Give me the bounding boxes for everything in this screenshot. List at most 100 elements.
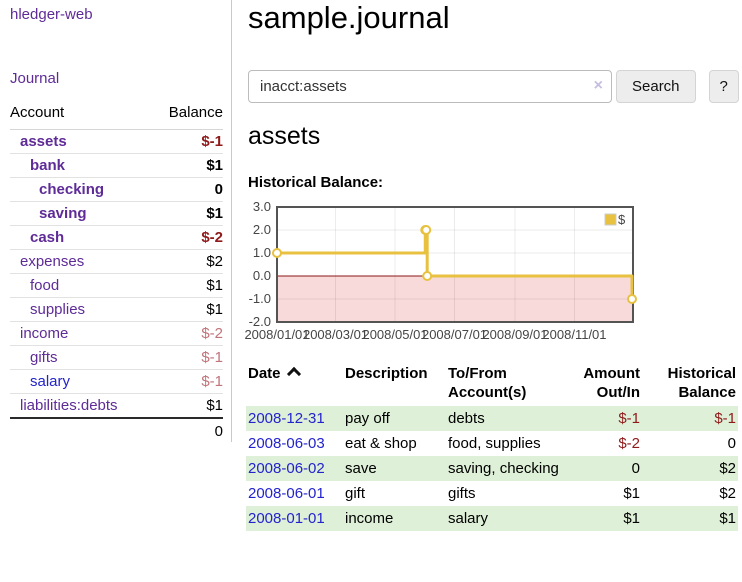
account-link[interactable]: liabilities:debts	[20, 397, 118, 414]
register-description: pay off	[345, 410, 390, 427]
svg-text:2008/01/01: 2008/01/01	[244, 327, 309, 342]
help-button[interactable]: ?	[708, 70, 739, 103]
account-balance: $1	[151, 297, 223, 322]
account-link[interactable]: food	[30, 277, 60, 294]
account-link[interactable]: salary	[30, 373, 71, 390]
register-header-amount: Amount Out/In	[583, 365, 640, 401]
chart-svg: 3.0 2.0 1.0 0.0 -1.0 -2.02008/01/012008/03/01…	[244, 199, 637, 342]
account-row: expenses $2	[10, 249, 223, 274]
register-header-date[interactable]: Date	[246, 358, 343, 406]
svg-text:$: $	[618, 212, 626, 227]
svg-text:2008/07/01: 2008/07/01	[422, 327, 487, 342]
search-form: × Search ?	[248, 70, 739, 103]
register-amount: $-1	[618, 410, 640, 427]
account-link[interactable]: checking	[39, 181, 105, 198]
account-link[interactable]: income	[20, 325, 69, 342]
register-header-row: Date Description To/From Account(s) Amoun…	[246, 358, 738, 406]
register-row: 2008-06-03 eat & shop food, supplies $-2…	[246, 431, 738, 456]
register-date-link[interactable]: 2008-01-01	[248, 510, 325, 527]
register-date-link[interactable]: 2008-06-01	[248, 485, 325, 502]
account-link[interactable]: supplies	[30, 301, 86, 318]
svg-text:-2.0: -2.0	[249, 314, 271, 329]
register-accounts: food, supplies	[448, 435, 541, 452]
account-heading: assets	[248, 122, 321, 150]
chart-title: Historical Balance:	[248, 174, 384, 191]
search-input-wrap: ×	[248, 70, 612, 103]
account-link[interactable]: assets	[20, 133, 67, 150]
svg-text:2008/05/01: 2008/05/01	[362, 327, 427, 342]
account-balance: $-1	[151, 369, 223, 394]
search-button[interactable]: Search	[616, 70, 696, 103]
accounts-col-balance: Balance	[151, 100, 223, 130]
register-row: 2008-06-02 save saving, checking 0 $2	[246, 456, 738, 481]
account-link[interactable]: gifts	[30, 349, 58, 366]
register-description: save	[345, 460, 377, 477]
historical-balance-chart: 3.0 2.0 1.0 0.0 -1.0 -2.0 2008/01/01 2008/03/01…	[243, 199, 742, 355]
account-row: checking 0	[10, 177, 223, 202]
svg-text:1.0: 1.0	[253, 245, 271, 260]
register-date-link[interactable]: 2008-06-02	[248, 460, 325, 477]
register-table: Date Description To/From Account(s) Amoun…	[246, 358, 738, 531]
account-balance: $-1	[151, 345, 223, 370]
account-row: liabilities:debts $1	[10, 393, 223, 419]
account-balance: $1	[151, 393, 223, 419]
register-description: eat & shop	[345, 435, 417, 452]
register-date-link[interactable]: 2008-12-31	[248, 410, 325, 427]
accounts-total-value: 0	[151, 417, 223, 443]
sort-asc-icon	[286, 366, 301, 382]
accounts-total-row: 0	[10, 417, 223, 443]
account-row: income $-2	[10, 321, 223, 346]
register-amount: 0	[631, 460, 640, 477]
account-balance: $-1	[151, 129, 223, 154]
register-balance: $2	[719, 460, 736, 477]
accounts-col-account: Account	[10, 100, 152, 130]
svg-text:2008/03/01: 2008/03/01	[303, 327, 368, 342]
account-balance: 0	[151, 177, 223, 202]
account-balance: $-2	[151, 225, 223, 250]
register-date-link[interactable]: 2008-06-03	[248, 435, 325, 452]
register-row: 2008-12-31 pay off debts $-1 $-1	[246, 406, 738, 431]
register-balance: 0	[727, 435, 736, 452]
account-link[interactable]: cash	[30, 229, 65, 246]
register-balance: $2	[719, 485, 736, 502]
register-amount: $-2	[618, 435, 640, 452]
account-row: food $1	[10, 273, 223, 298]
account-row: saving $1	[10, 201, 223, 226]
account-row: supplies $1	[10, 297, 223, 322]
clear-search-icon[interactable]: ×	[593, 77, 603, 94]
account-link[interactable]: expenses	[20, 253, 85, 270]
register-amount: $1	[623, 485, 640, 502]
register-header-balance: Historical Balance	[667, 365, 736, 401]
register-accounts: gifts	[448, 485, 476, 502]
register-accounts: salary	[448, 510, 489, 527]
account-link[interactable]: bank	[30, 157, 66, 174]
register-header-date-label: Date	[248, 365, 281, 382]
accounts-table: Account Balance assets $-1 bank $1 check…	[10, 100, 223, 443]
page-title: sample.journal	[248, 0, 450, 35]
account-balance: $2	[151, 249, 223, 274]
account-link[interactable]: saving	[39, 205, 87, 222]
register-description: gift	[345, 485, 366, 502]
svg-text:3.0: 3.0	[253, 200, 271, 214]
register-row: 2008-06-01 gift gifts $1 $2	[246, 481, 738, 506]
register-accounts: saving, checking	[448, 460, 559, 477]
svg-text:2.0: 2.0	[253, 222, 271, 237]
search-input[interactable]	[248, 70, 612, 103]
register-balance: $1	[719, 510, 736, 527]
account-balance: $1	[151, 153, 223, 178]
register-header-accounts: To/From Account(s)	[448, 365, 527, 401]
account-row: salary $-1	[10, 369, 223, 394]
account-balance: $-2	[151, 321, 223, 346]
account-row: bank $1	[10, 153, 223, 178]
account-row: assets $-1	[10, 129, 223, 154]
brand-link[interactable]: hledger-web	[10, 6, 93, 23]
register-description: income	[345, 510, 394, 527]
register-amount: $1	[623, 510, 640, 527]
sidebar: hledger-web Journal Account Balance asse…	[0, 0, 232, 443]
svg-text:-1.0: -1.0	[249, 291, 271, 306]
register-row: 2008-01-01 income salary $1 $1	[246, 506, 738, 531]
account-row: gifts $-1	[10, 345, 223, 370]
svg-text:2008/11/01: 2008/11/01	[542, 327, 606, 342]
nav-journal-link[interactable]: Journal	[10, 70, 60, 87]
